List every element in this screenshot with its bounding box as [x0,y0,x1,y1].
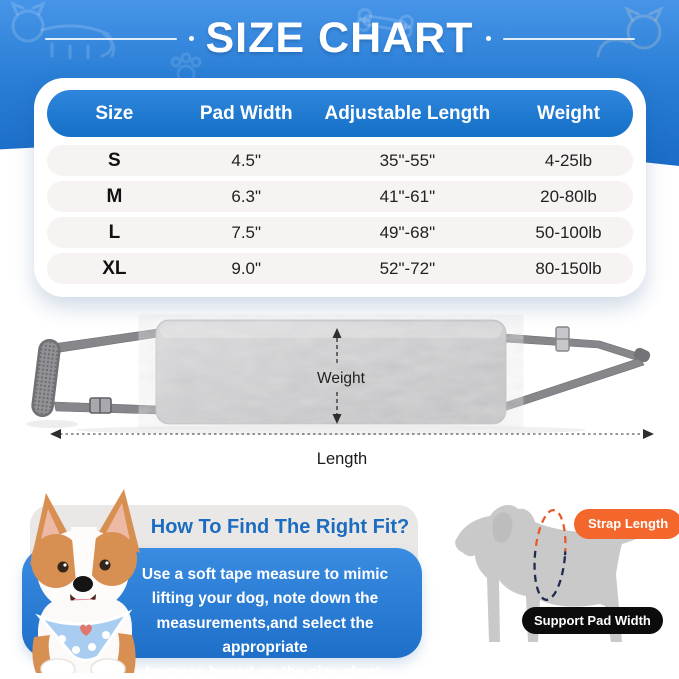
hero-title-row: SIZE CHART [0,14,679,62]
corgi-cheek-patch [87,532,137,586]
bone-doodle [356,7,414,39]
sling-pad [155,319,507,425]
dog-silhouette-diagram [455,505,656,642]
weight-arrowhead-down [332,414,342,424]
howto-body-text: Use a soft tape measure to mimic lifting… [141,566,389,679]
table-body: S 4.5" 35"-55" 4-25lb M 6.3" 41"-61" 20-… [47,145,633,284]
right-straps [503,333,645,412]
table-header-row: Size Pad Width Adjustable Length Weight [47,90,633,137]
pad-shadow [76,425,586,435]
column-header-adjustable-length: Adjustable Length [324,102,491,124]
cell-size: S [108,149,121,171]
cell-size: M [106,185,123,207]
corgi-cheek-patch [31,534,81,588]
right-strap-slider [555,326,570,352]
column-header-pad-width: Pad Width [199,102,293,124]
cell-weight: 20-80lb [540,186,597,206]
cell-pad-width: 6.3" [231,186,262,206]
cell-pad-width: 4.5" [231,150,262,170]
cell-weight: 80-150lb [535,258,602,278]
howto-heading: How To Find The Right Fit? [150,516,410,538]
harness-sling-figure: Weight Length [26,319,654,468]
corgi-photo [30,489,140,673]
left-deco-dot [188,36,194,42]
cell-pad-width: 9.0" [231,258,262,278]
support-pad-width-badge: Support Pad Width [522,607,663,634]
mesh-handle [31,338,61,418]
cell-adjustable-length: 35"-55" [379,150,436,170]
corgi-eyes [57,559,111,573]
paw-doodle [170,52,202,84]
column-header-weight: Weight [537,102,600,124]
cat-doodle [596,5,665,58]
corgi-paws [40,658,126,673]
cell-weight: 50-100lb [535,222,602,242]
left-strap-buckle [89,397,112,414]
table-row: S 4.5" 35"-55" 4-25lb [47,145,633,176]
length-arrowhead-right [643,429,654,439]
left-deco-line [44,37,177,40]
cell-adjustable-length: 41"-61" [379,186,436,206]
size-chart-card: Size Pad Width Adjustable Length Weight … [34,78,646,297]
corgi-bandana [35,609,133,662]
table-row: L 7.5" 49"-68" 50-100lb [47,217,633,248]
length-arrowhead-left [50,429,61,439]
handle-shadow [26,420,78,428]
weight-arrowhead-up [332,328,342,338]
right-deco-dot [485,36,491,42]
cell-size: XL [102,257,127,279]
dog-ear [492,512,513,543]
length-label: Length [317,450,367,468]
cell-adjustable-length: 49"-68" [379,222,436,242]
table-row: M 6.3" 41"-61" 20-80lb [47,181,633,212]
cell-size: L [108,221,121,243]
cell-weight: 4-25lb [544,150,593,170]
cat-doodle [10,1,116,60]
weight-label: Weight [317,370,366,387]
corgi-nose [73,576,93,592]
page-title: SIZE CHART [205,14,474,62]
cell-adjustable-length: 52"-72" [379,258,436,278]
right-strap-loop [633,347,651,363]
column-header-size: Size [95,102,134,124]
corgi-blaze [71,527,97,593]
strap-length-badge: Strap Length [574,509,679,539]
table-row: XL 9.0" 52"-72" 80-150lb [47,253,633,284]
cell-pad-width: 7.5" [231,222,262,242]
right-deco-line [502,37,635,40]
